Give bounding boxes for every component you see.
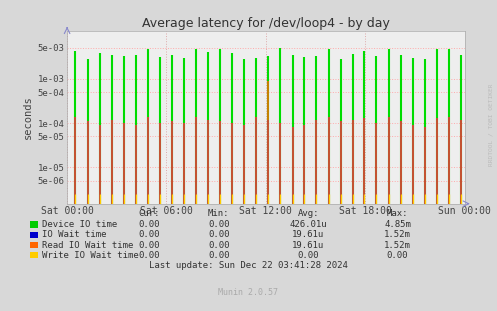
Title: Average latency for /dev/loop4 - by day: Average latency for /dev/loop4 - by day xyxy=(142,17,390,30)
Text: Min:: Min: xyxy=(208,209,230,217)
Text: 0.00: 0.00 xyxy=(208,230,230,239)
Text: 0.00: 0.00 xyxy=(297,251,319,260)
Text: 19.61u: 19.61u xyxy=(292,230,324,239)
Text: 426.01u: 426.01u xyxy=(289,220,327,229)
Text: 0.00: 0.00 xyxy=(208,241,230,249)
Text: 0.00: 0.00 xyxy=(387,251,409,260)
Text: 0.00: 0.00 xyxy=(138,251,160,260)
Text: Munin 2.0.57: Munin 2.0.57 xyxy=(219,288,278,297)
Text: Max:: Max: xyxy=(387,209,409,217)
Text: Read IO Wait time: Read IO Wait time xyxy=(42,241,134,249)
Text: 1.52m: 1.52m xyxy=(384,230,411,239)
Text: Write IO Wait time: Write IO Wait time xyxy=(42,251,139,260)
Text: Cur:: Cur: xyxy=(138,209,160,217)
Text: RRDTOOL / TOBI OETIKER: RRDTOOL / TOBI OETIKER xyxy=(489,83,494,166)
Y-axis label: seconds: seconds xyxy=(23,95,33,139)
Text: Last update: Sun Dec 22 03:41:28 2024: Last update: Sun Dec 22 03:41:28 2024 xyxy=(149,261,348,270)
Text: Device IO time: Device IO time xyxy=(42,220,117,229)
Text: 0.00: 0.00 xyxy=(138,230,160,239)
Text: 19.61u: 19.61u xyxy=(292,241,324,249)
Text: 0.00: 0.00 xyxy=(138,220,160,229)
Text: 4.85m: 4.85m xyxy=(384,220,411,229)
Text: 1.52m: 1.52m xyxy=(384,241,411,249)
Text: 0.00: 0.00 xyxy=(208,251,230,260)
Text: Avg:: Avg: xyxy=(297,209,319,217)
Text: 0.00: 0.00 xyxy=(208,220,230,229)
Text: 0.00: 0.00 xyxy=(138,241,160,249)
Text: IO Wait time: IO Wait time xyxy=(42,230,107,239)
